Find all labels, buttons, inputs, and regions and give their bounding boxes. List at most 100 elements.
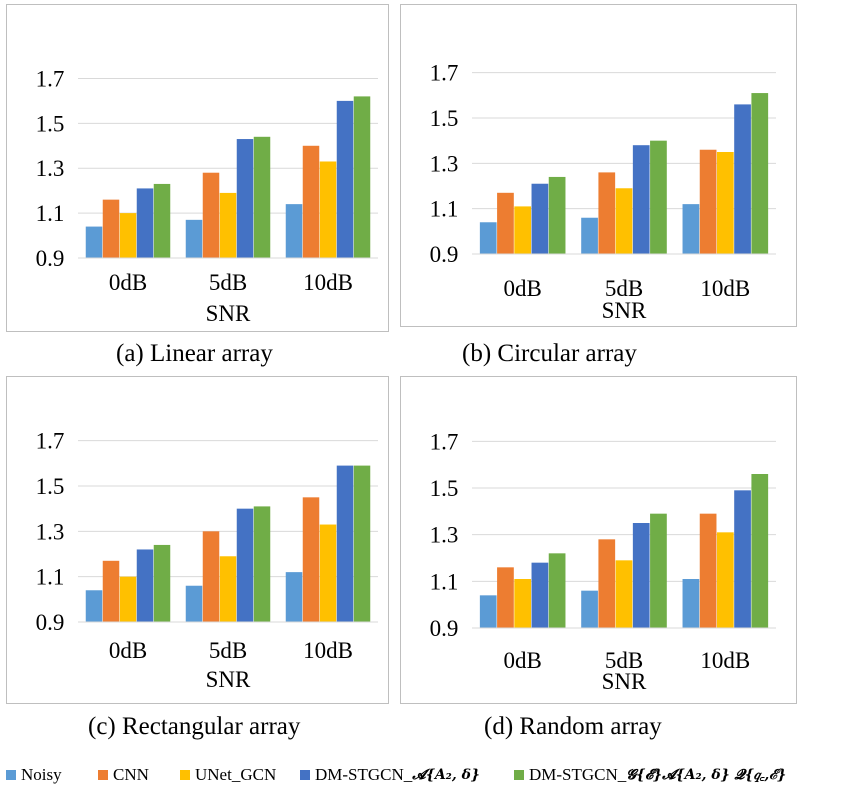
x-tick-label-a-1: 5dB [209,270,247,295]
caption-a: (a) Linear array [116,340,273,367]
chart-panel-c: 0.9 1.1 1.3 1.5 1.7 0dB 5dB 10dB SNR [6,376,389,704]
bar-b-0-3 [531,183,549,254]
y-tick-label-c-4: 1.7 [36,429,65,454]
x-tick-label-c-1: 5dB [209,638,247,663]
bar-b-2-1 [699,149,717,254]
bar-d-0-1 [497,567,514,628]
y-tick-label-c-1: 1.1 [36,565,65,590]
bar-b-0-0 [479,222,497,254]
bar-c-1-1 [202,531,220,622]
bar-a-0-3 [136,188,154,258]
legend: Noisy CNN UNet_GCN DM-STGCN_ 𝓐{𝑨₂, 𝜹} DM… [6,762,842,788]
x-axis-title-c: SNR [206,667,251,692]
legend-swatch-noisy [6,770,16,780]
y-tick-label-c-3: 1.5 [36,474,65,499]
bar-b-2-2 [716,152,734,254]
chart-panel-a: 0.9 1.1 1.3 1.5 1.7 0dB 5dB 10dB SNR [6,4,389,332]
bar-d-0-2 [514,579,532,628]
x-tick-label-b-2: 10dB [700,276,750,301]
legend-swatch-unet [180,770,190,780]
bar-a-1-1 [202,172,220,258]
bar-a-2-3 [336,100,354,258]
bar-c-0-4 [153,544,171,622]
bar-d-0-3 [531,562,549,628]
bar-b-1-4 [650,140,667,254]
y-tick-label-d-2: 1.3 [430,523,459,548]
y-tick-label-c-0: 0.9 [36,610,65,635]
caption-d: (d) Random array [484,713,662,740]
bar-c-0-0 [85,590,103,622]
chart-svg-d: 0.9 1.1 1.3 1.5 1.7 0dB 5dB 10dB SNR [400,376,797,704]
x-tick-label-c-0: 0dB [109,638,147,663]
bar-b-0-1 [497,192,514,254]
bar-c-0-3 [136,549,154,622]
legend-item-cnn: CNN [98,762,149,788]
bar-a-2-4 [353,96,371,259]
bar-d-2-3 [734,490,751,628]
legend-math-dm-stgcn-a: 𝓐{𝑨₂, 𝜹} [412,767,480,783]
bar-a-1-0 [185,219,203,258]
y-tick-label-d-1: 1.1 [430,569,459,594]
y-tick-label-b-1: 1.1 [430,197,459,222]
legend-item-dm-stgcn-a: DM-STGCN_ 𝓐{𝑨₂, 𝜹} [300,762,480,788]
legend-swatch-dm-stgcn-gaq [514,770,524,780]
y-tick-label-b-3: 1.5 [430,106,459,131]
bar-a-1-3 [236,139,254,258]
bar-a-0-4 [153,183,171,258]
chart-svg-b: 0.9 1.1 1.3 1.5 1.7 0dB 5dB 10dB SNR [400,4,797,327]
bar-a-2-1 [302,145,320,258]
y-tick-label-d-4: 1.7 [430,429,459,454]
bar-a-2-2 [319,161,337,258]
y-tick-label-a-3: 1.5 [36,111,65,136]
legend-item-noisy: Noisy [6,762,62,788]
x-tick-label-a-0: 0dB [109,270,147,295]
y-tick-label-a-2: 1.3 [36,156,65,181]
bar-b-1-2 [615,188,633,254]
x-tick-label-b-1: 5dB [605,276,643,301]
x-axis-title-d: SNR [602,669,647,694]
bar-b-1-1 [598,172,616,254]
x-tick-label-c-2: 10dB [303,638,353,663]
y-tick-label-b-4: 1.7 [430,61,459,86]
bar-d-1-0 [581,590,598,628]
bar-b-1-3 [632,145,650,254]
legend-label-cnn: CNN [113,765,149,784]
bar-c-2-0 [285,572,303,622]
bar-c-1-4 [253,506,271,622]
y-tick-label-a-0: 0.9 [36,246,65,271]
chart-svg-a: 0.9 1.1 1.3 1.5 1.7 0dB 5dB 10dB SNR [6,4,389,332]
bar-d-1-1 [598,539,616,628]
legend-item-unet: UNet_GCN [180,762,276,788]
caption-b: (b) Circular array [462,340,637,367]
x-tick-label-d-0: 0dB [503,648,541,673]
bar-d-2-0 [682,579,700,628]
bar-c-0-2 [119,576,137,622]
bar-d-2-2 [716,532,734,628]
bar-b-2-3 [734,104,751,255]
bar-a-1-4 [253,136,271,258]
bar-b-1-0 [581,217,598,254]
chart-panel-d: 0.9 1.1 1.3 1.5 1.7 0dB 5dB 10dB SNR [400,376,797,704]
legend-label-unet: UNet_GCN [195,765,277,784]
bar-a-1-2 [219,192,237,258]
bar-c-1-2 [219,556,237,622]
chart-panel-b: 0.9 1.1 1.3 1.5 1.7 0dB 5dB 10dB SNR [400,4,797,327]
bar-c-2-4 [353,465,371,622]
y-tick-label-d-3: 1.5 [430,476,459,501]
x-tick-label-a-2: 10dB [303,270,353,295]
bar-d-1-3 [632,523,650,628]
bar-a-0-2 [119,213,137,258]
legend-item-dm-stgcn-gaq: DM-STGCN_ 𝓖{𝓔}𝓐{𝑨₂, 𝜹} 𝓠{𝑞꜀,ℰ} [514,762,786,788]
bar-b-0-2 [514,206,532,254]
legend-label-noisy: Noisy [21,765,62,784]
bar-a-2-0 [285,204,303,258]
legend-label-dm-stgcn-a: DM-STGCN_ [315,765,413,784]
bar-c-1-3 [236,508,254,622]
x-axis-title-a: SNR [206,301,251,326]
legend-math-dm-stgcn-gaq: 𝓖{𝓔}𝓐{𝑨₂, 𝜹} 𝓠{𝑞꜀,ℰ} [626,767,787,783]
y-tick-label-b-2: 1.3 [430,151,459,176]
y-tick-label-a-1: 1.1 [36,201,65,226]
bar-c-0-1 [102,560,120,622]
bar-c-1-0 [185,585,203,622]
x-axis-title-b: SNR [602,298,647,323]
